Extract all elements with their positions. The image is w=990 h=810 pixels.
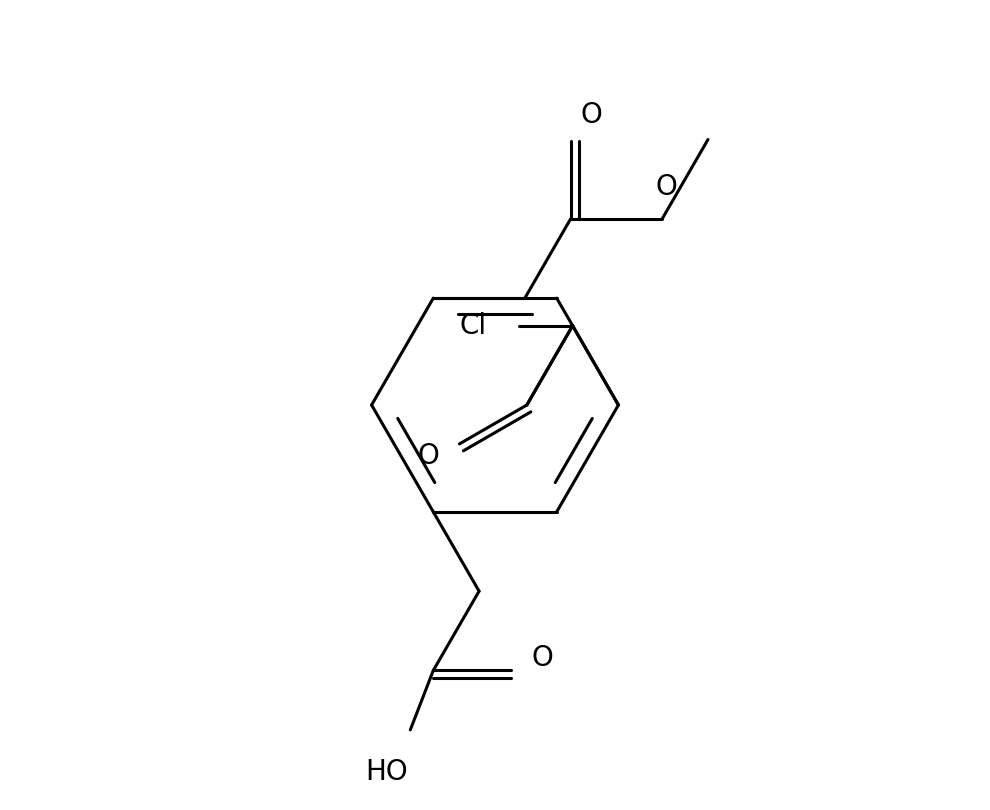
- Text: Cl: Cl: [459, 312, 487, 339]
- Text: O: O: [580, 101, 602, 129]
- Text: HO: HO: [365, 757, 408, 786]
- Text: O: O: [418, 441, 440, 470]
- Text: O: O: [655, 173, 677, 202]
- Text: O: O: [531, 645, 552, 672]
